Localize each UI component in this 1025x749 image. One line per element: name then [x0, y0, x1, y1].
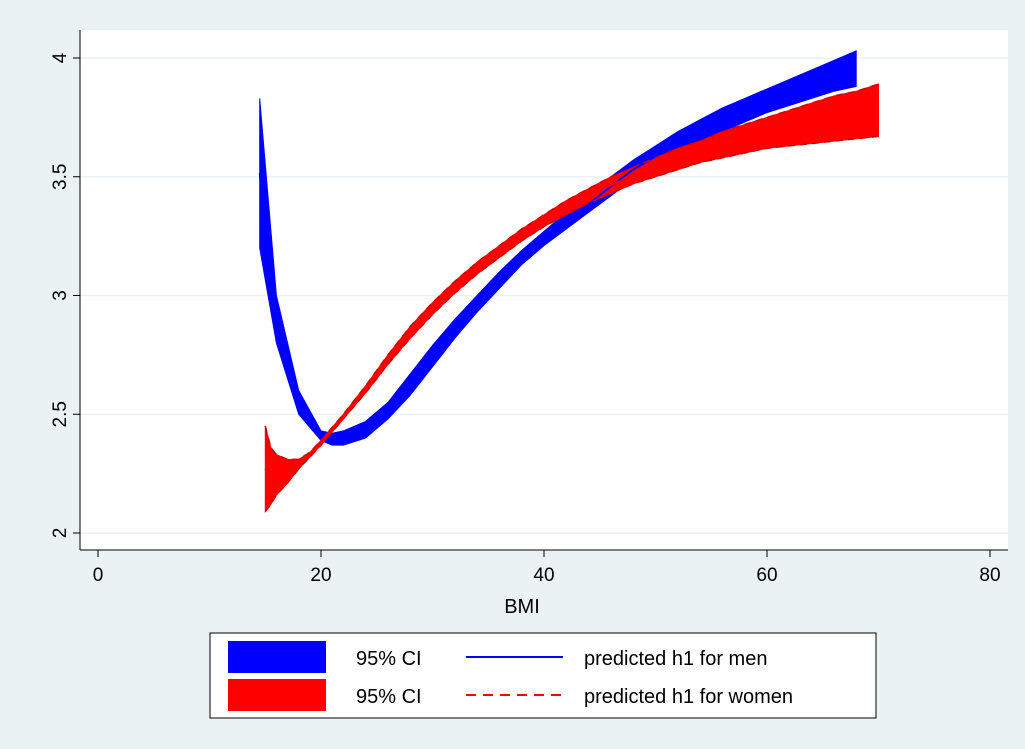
series-lines — [258, 67, 879, 513]
y-tick-label-3.5: 3.5 — [50, 164, 71, 190]
legend: 95% CI predicted h1 for men 95% CI predi… — [209, 632, 877, 719]
legend-label-men-line: predicted h1 for men — [584, 648, 767, 670]
legend-label-women-ci: 95% CI — [356, 686, 422, 708]
x-tick-label-40: 40 — [533, 565, 554, 586]
x-tick-label-20: 20 — [310, 565, 331, 586]
ci-edge-lower-series-1 — [264, 135, 879, 513]
prediction-line-series-1 — [264, 109, 879, 478]
legend-swatch-women-ci — [228, 679, 326, 711]
x-axis-title: BMI — [504, 596, 540, 618]
legend-swatch-men-ci — [228, 641, 326, 673]
ci-edge-upper-series-1 — [264, 83, 879, 461]
y-tick-label-4: 4 — [50, 52, 71, 63]
gridlines — [80, 57, 1008, 534]
legend-label-women-line: predicted h1 for women — [584, 686, 793, 708]
x-tick-label-60: 60 — [756, 565, 777, 586]
x-tick-label-0: 0 — [93, 565, 104, 586]
prediction-line-series-0 — [258, 67, 857, 441]
y-tick-label-2.5: 2.5 — [50, 401, 71, 427]
axes: 22.533.540 20 40 60 80 — [50, 30, 1008, 586]
x-tick-label-80: 80 — [979, 565, 1000, 586]
y-tick-label-3: 3 — [50, 290, 71, 301]
legend-label-men-ci: 95% CI — [356, 648, 422, 670]
y-tick-label-2: 2 — [50, 528, 71, 539]
